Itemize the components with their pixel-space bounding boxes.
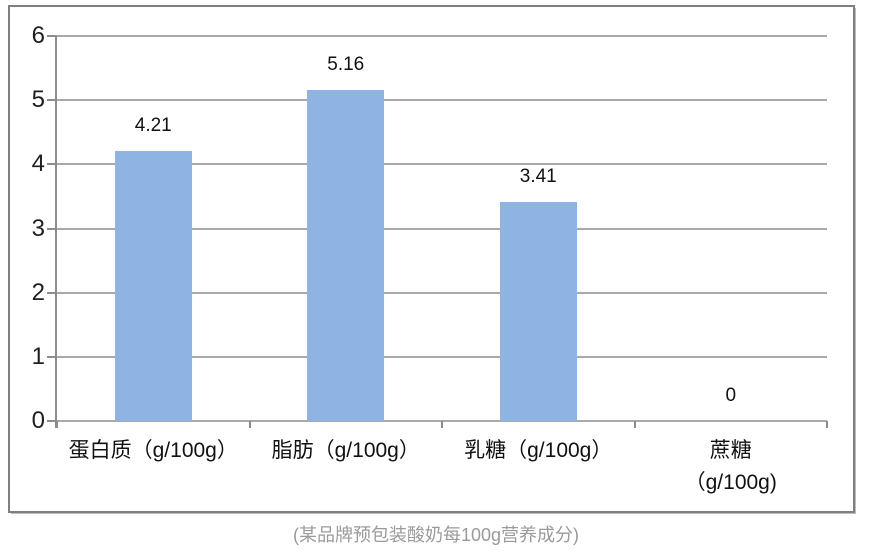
y-axis-tick-1 [47, 355, 57, 358]
gridline-y-5 [57, 99, 827, 102]
x-axis-tick-0 [56, 421, 58, 428]
y-axis-tick-0 [47, 420, 57, 422]
x-category-label-1: 脂肪（g/100g） [271, 439, 420, 462]
y-tick-label-6: 6 [31, 22, 45, 49]
bar-2 [499, 202, 577, 421]
x-axis-tick-1 [248, 421, 251, 428]
y-tick-label-0: 0 [31, 407, 45, 434]
gridline-y-1 [57, 355, 827, 358]
y-axis-tick-4 [47, 163, 57, 166]
gridline-y-3 [57, 227, 827, 230]
x-axis-tick-3 [633, 421, 636, 428]
bar-value-label-0: 4.21 [134, 114, 172, 136]
gridline-y-4 [57, 163, 827, 166]
x-category-label-0: 蛋白质（g/100g） [68, 439, 238, 462]
bar-value-label-3: 0 [725, 385, 737, 406]
y-tick-label-3: 3 [31, 214, 45, 242]
y-axis-tick-6 [47, 35, 57, 37]
y-axis-tick-2 [47, 291, 57, 294]
y-tick-label-2: 2 [31, 278, 45, 306]
y-axis-tick-3 [47, 227, 57, 230]
y-tick-label-5: 5 [31, 86, 45, 114]
y-axis-tick-5 [47, 99, 57, 102]
chart-caption: (某品牌预包装酸奶每100g营养成分) [292, 525, 580, 545]
y-tick-label-4: 4 [31, 150, 45, 178]
x-category-label-3: 蔗糖 （g/100g) [684, 439, 777, 494]
bar-value-label-2: 3.41 [519, 166, 557, 188]
y-axis-line [55, 36, 57, 428]
x-axis-tick-2 [441, 421, 443, 428]
y-tick-label-1: 1 [31, 342, 45, 370]
chart-frame: 4.21 5.16 3.41 0 0 1 2 3 4 5 6 蛋白质（g/100g） 脂肪（g/100… [8, 5, 855, 513]
gridline-y-2 [57, 291, 827, 294]
plot-area: 4.21 5.16 3.41 0 [57, 35, 827, 422]
x-axis-tick-4 [826, 421, 828, 428]
bar-value-label-1: 5.16 [327, 53, 365, 75]
bar-0 [114, 150, 192, 421]
gridline-y-6 [57, 35, 827, 37]
x-category-label-2: 乳糖（g/100g） [464, 439, 613, 462]
bar-1 [307, 89, 385, 421]
